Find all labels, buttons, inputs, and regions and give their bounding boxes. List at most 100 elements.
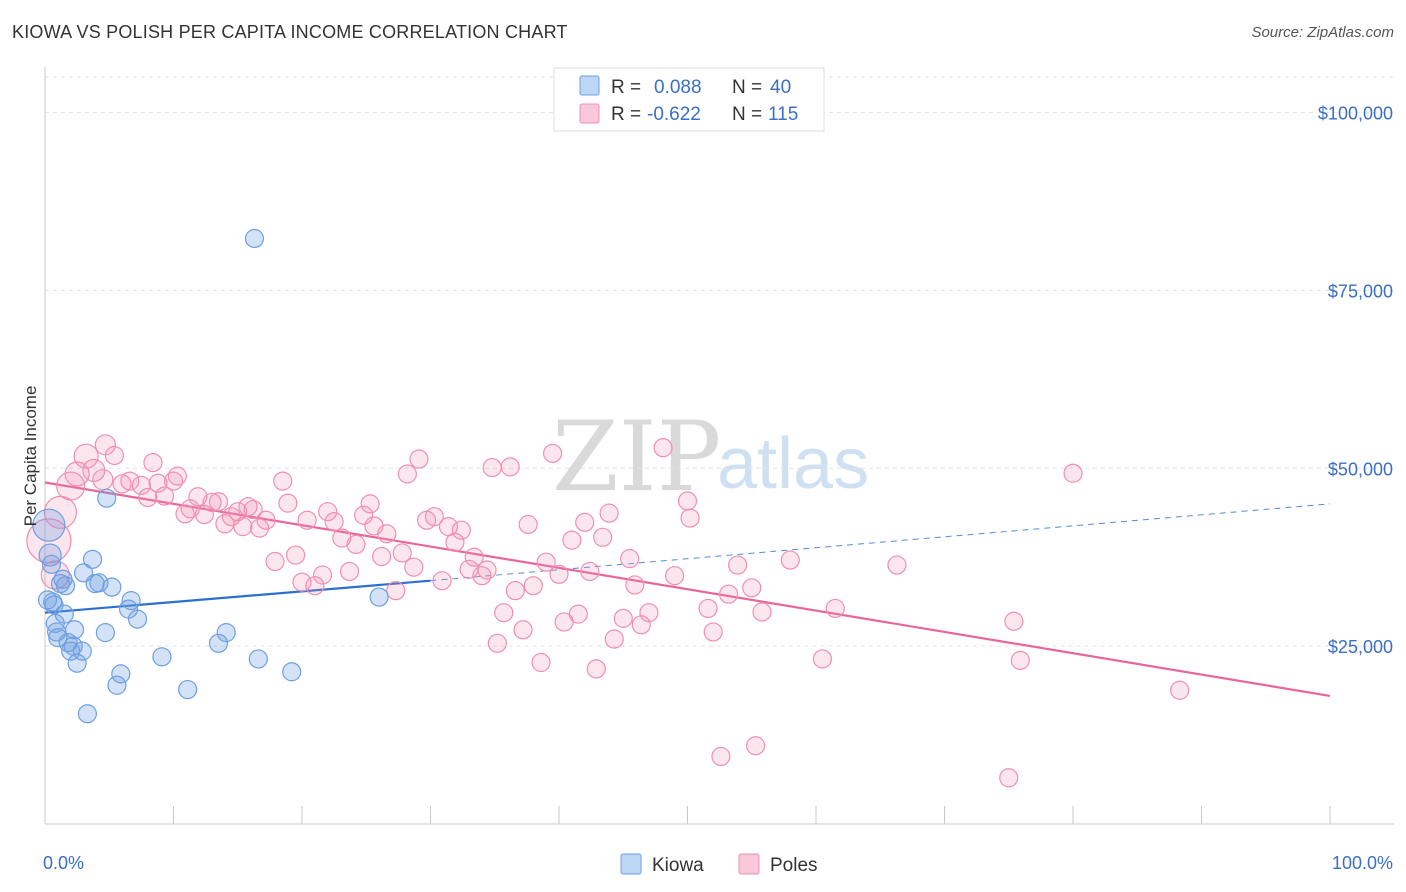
legend-poles-n-value: 115 <box>768 104 798 125</box>
poles-point <box>424 507 444 527</box>
legend-bottom-kiowa-label: Kiowa <box>652 855 704 876</box>
poles-point <box>346 534 366 555</box>
kiowa-point <box>89 573 109 593</box>
poles-point <box>472 566 492 586</box>
poles-point <box>728 555 748 575</box>
poles-point <box>631 615 651 635</box>
poles-point <box>120 471 140 491</box>
watermark-atlas: atlas <box>717 424 869 504</box>
kiowa-point <box>61 641 81 661</box>
poles-point <box>653 438 673 458</box>
poles-point <box>593 527 613 547</box>
kiowa-point <box>107 675 127 695</box>
poles-point <box>698 598 718 619</box>
poles-point <box>487 633 507 653</box>
poles-point <box>599 503 619 523</box>
poles-point <box>278 493 298 513</box>
y-tick-label: $25,000 <box>1328 637 1393 657</box>
poles-point <box>999 768 1019 788</box>
poles-point <box>202 492 222 513</box>
kiowa-point <box>72 641 92 661</box>
kiowa-points <box>32 228 389 724</box>
poles-point <box>318 502 338 522</box>
poles-point <box>397 464 417 484</box>
poles-point <box>505 581 525 601</box>
poles-point <box>665 566 685 586</box>
kiowa-point <box>77 704 98 724</box>
poles-point <box>812 649 833 669</box>
poles-point <box>292 572 312 592</box>
poles-point <box>477 560 497 580</box>
poles-point <box>228 502 248 522</box>
kiowa-point <box>282 662 302 682</box>
poles-trend-line <box>44 481 1331 698</box>
kiowa-point <box>48 628 68 648</box>
poles-point <box>620 549 640 569</box>
poles-point <box>536 552 556 572</box>
kiowa-trend-line <box>44 579 431 614</box>
poles-point <box>719 584 739 604</box>
poles-point <box>305 576 325 596</box>
poles-point <box>451 520 471 540</box>
x-tick-min: 0.0% <box>43 853 84 873</box>
poles-point <box>494 603 514 623</box>
poles-point <box>404 557 424 577</box>
kiowa-point <box>121 591 141 611</box>
poles-point <box>1010 650 1030 670</box>
legend-poles-swatch <box>579 103 600 124</box>
kiowa-point <box>244 228 265 249</box>
poles-point <box>285 545 306 565</box>
poles-point <box>1063 463 1083 483</box>
legend-kiowa-r-label: R = <box>611 77 641 98</box>
kiowa-point <box>127 609 148 629</box>
poles-point <box>742 578 762 598</box>
poles-point <box>256 510 276 530</box>
poles-point <box>580 561 600 582</box>
poles-point <box>680 508 700 528</box>
poles-point <box>482 457 502 478</box>
poles-point <box>386 581 406 601</box>
poles-point <box>703 622 723 642</box>
kiowa-point <box>97 488 117 508</box>
axes <box>44 67 1394 825</box>
poles-point <box>500 457 520 477</box>
legend-top: R = 0.088 N = 40 R = -0.622 N = 115 <box>553 67 825 132</box>
chart-title: KIOWA VS POLISH PER CAPITA INCOME CORREL… <box>12 22 568 42</box>
poles-point <box>1170 680 1190 700</box>
trend-lines <box>44 481 1331 698</box>
poles-point <box>542 443 563 463</box>
kiowa-point <box>208 633 229 653</box>
poles-point <box>677 491 698 511</box>
poles-point <box>312 565 333 585</box>
poles-point <box>746 736 766 756</box>
kiowa-point <box>82 549 103 569</box>
poles-point <box>445 532 465 552</box>
poles-point <box>639 603 659 623</box>
poles-point <box>1004 611 1024 631</box>
poles-point <box>238 497 258 517</box>
poles-point <box>233 517 253 537</box>
poles-point <box>568 604 588 624</box>
kiowa-point <box>64 620 85 640</box>
poles-point <box>531 652 551 673</box>
poles-point <box>377 524 397 544</box>
y-axis-label: Per Capita Income <box>21 386 40 527</box>
poles-point <box>711 746 731 767</box>
poles-point <box>56 471 86 501</box>
poles-point <box>332 528 352 548</box>
poles-point <box>409 449 429 469</box>
poles-point <box>392 543 412 563</box>
legend-kiowa-n-label: N = <box>732 77 762 98</box>
poles-point <box>167 466 187 486</box>
kiowa-point <box>248 649 268 669</box>
poles-point <box>432 571 452 591</box>
poles-point <box>825 598 845 619</box>
legend-kiowa-n-value: 40 <box>770 77 791 98</box>
poles-point <box>92 469 114 491</box>
poles-point <box>154 486 175 506</box>
poles-points <box>26 434 1190 788</box>
legend-kiowa-swatch <box>579 75 600 96</box>
poles-point <box>780 550 800 570</box>
poles-point <box>324 512 344 532</box>
